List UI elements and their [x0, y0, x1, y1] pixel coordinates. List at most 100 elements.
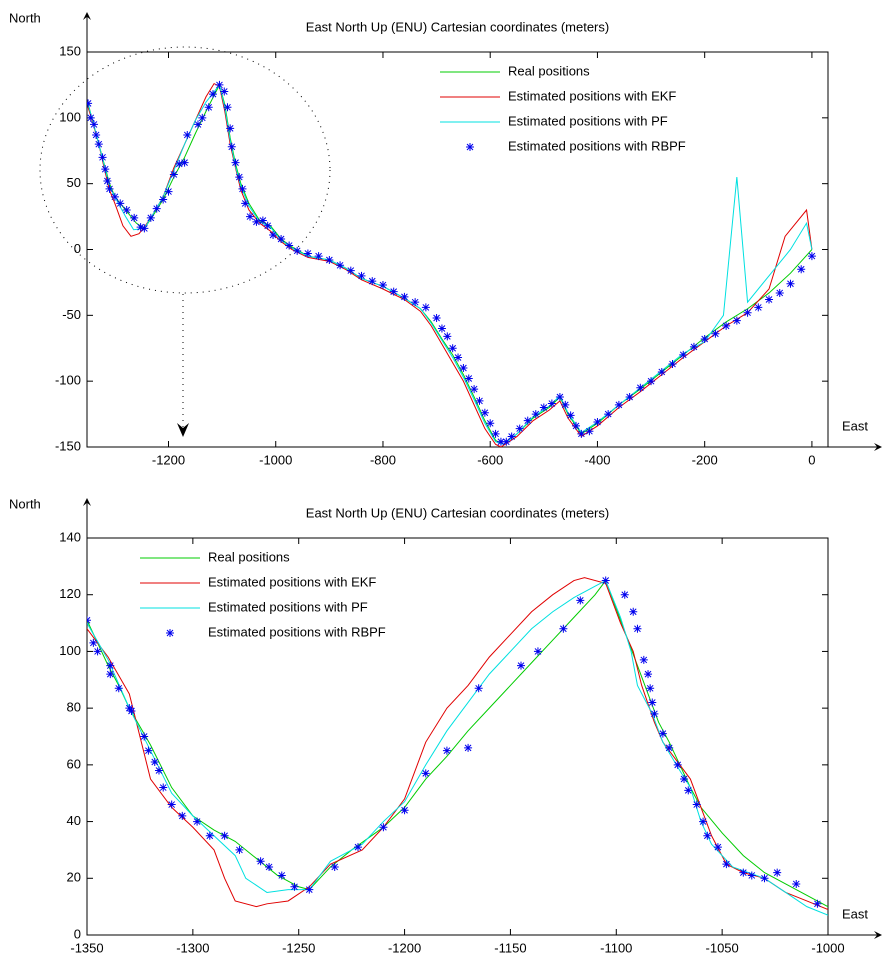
y-tick-label: 50: [67, 175, 81, 190]
x-axis-label: East: [842, 906, 868, 921]
marker: [625, 392, 634, 401]
x-tick-label: -1350: [70, 940, 103, 955]
marker: [314, 252, 323, 261]
marker: [566, 411, 575, 420]
marker: [614, 400, 623, 409]
marker: [474, 684, 483, 693]
marker: [389, 287, 398, 296]
marker: [98, 153, 107, 162]
marker: [169, 170, 178, 179]
marker: [379, 823, 388, 832]
marker: [87, 113, 95, 122]
marker: [620, 590, 629, 599]
marker: [507, 432, 516, 441]
marker: [89, 638, 98, 647]
marker: [533, 647, 542, 656]
marker: [336, 261, 345, 270]
marker: [539, 403, 548, 412]
marker: [547, 399, 556, 408]
marker: [269, 231, 278, 240]
marker: [231, 158, 240, 167]
marker: [437, 324, 446, 333]
y-tick-label: 150: [59, 43, 81, 58]
marker: [110, 192, 119, 201]
marker: [220, 831, 229, 840]
series-line: [87, 577, 828, 910]
series-line: [87, 83, 813, 445]
marker: [106, 670, 115, 679]
marker: [127, 706, 136, 715]
marker: [657, 367, 666, 376]
x-tick-label: -800: [370, 452, 396, 467]
x-tick-label: -1100: [600, 940, 632, 955]
legend-label: Estimated positions with RBPF: [508, 138, 686, 153]
marker: [743, 308, 752, 317]
marker: [722, 860, 731, 869]
y-tick-label: 120: [59, 586, 81, 601]
marker: [277, 871, 286, 880]
marker: [105, 184, 114, 193]
marker: [164, 187, 173, 196]
marker: [353, 843, 362, 852]
chart-title: East North Up (ENU) Cartesian coordinate…: [306, 505, 609, 520]
marker: [346, 266, 355, 275]
marker: [235, 845, 244, 854]
marker: [277, 234, 286, 243]
marker: [238, 184, 247, 193]
y-tick-label: 100: [59, 109, 81, 124]
x-tick-label: -1200: [152, 452, 185, 467]
y-tick-label: -100: [55, 373, 81, 388]
marker: [765, 295, 774, 304]
legend-marker: [166, 629, 174, 637]
marker: [459, 364, 468, 372]
marker: [357, 271, 366, 280]
marker: [665, 743, 674, 752]
y-tick-label: 20: [67, 870, 81, 885]
marker: [464, 743, 473, 752]
plot-frame: [86, 537, 829, 936]
marker: [773, 868, 782, 877]
marker: [136, 223, 145, 232]
marker: [601, 576, 610, 585]
marker: [699, 817, 708, 826]
marker: [125, 704, 134, 713]
marker: [87, 616, 91, 625]
marker: [585, 427, 594, 436]
marker: [421, 303, 430, 312]
marker: [692, 800, 701, 809]
marker: [400, 806, 409, 815]
marker: [167, 800, 176, 809]
marker: [448, 344, 457, 353]
marker: [713, 843, 722, 852]
marker: [648, 698, 657, 707]
x-tick-label: -1250: [282, 940, 315, 955]
marker: [223, 103, 232, 112]
marker: [245, 212, 254, 221]
marker: [813, 899, 822, 908]
marker: [285, 241, 294, 250]
marker: [305, 885, 314, 894]
marker: [432, 313, 441, 322]
marker: [442, 746, 451, 755]
marker: [722, 321, 731, 330]
marker: [792, 879, 801, 888]
marker: [226, 124, 235, 133]
marker: [215, 80, 224, 89]
marker: [293, 246, 302, 255]
marker: [454, 353, 463, 362]
marker: [684, 786, 693, 795]
legend-label: Estimated positions with PF: [208, 599, 368, 614]
marker: [639, 655, 648, 664]
series-line: [87, 83, 813, 445]
zoom-arrow-head: [177, 423, 189, 437]
marker: [732, 316, 741, 325]
marker: [122, 206, 131, 214]
marker: [604, 410, 613, 419]
marker: [178, 811, 187, 820]
marker: [106, 661, 115, 670]
marker: [140, 224, 149, 233]
marker: [205, 831, 214, 840]
x-tick-label: -1150: [494, 940, 526, 955]
marker: [644, 670, 653, 679]
y-axis-label: North: [9, 496, 41, 511]
